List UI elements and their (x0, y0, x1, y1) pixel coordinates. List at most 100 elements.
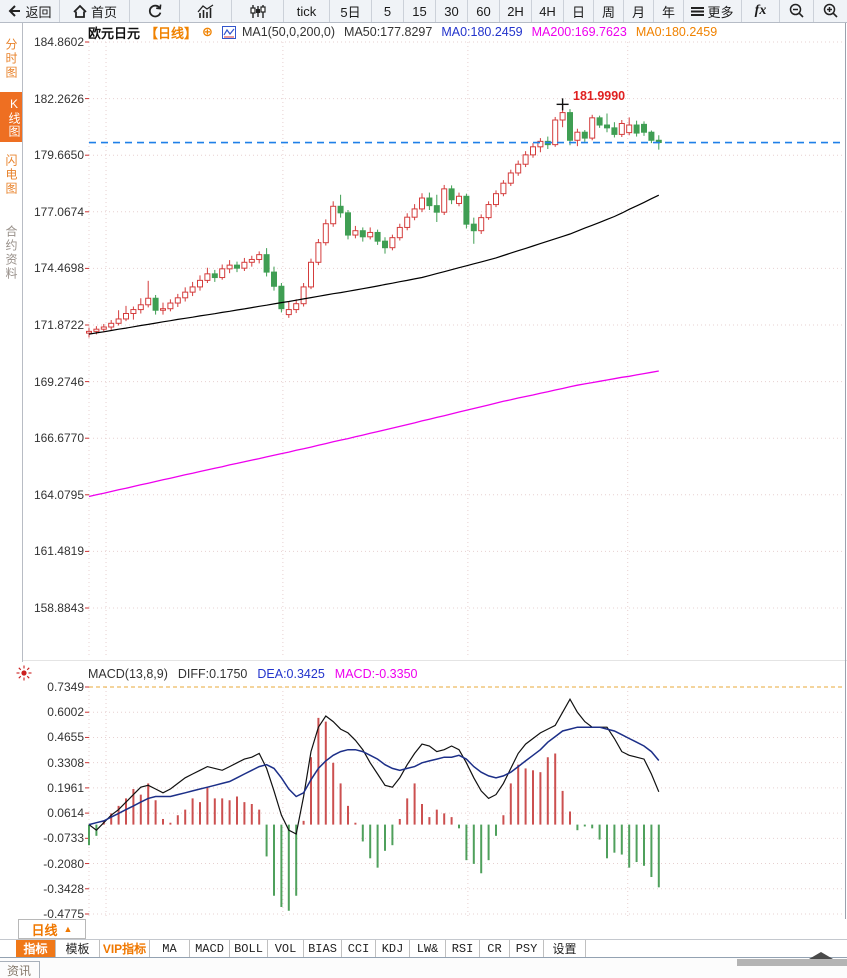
tab-lw[interactable]: LW& (410, 940, 446, 957)
tab-indicator[interactable]: 指标 (16, 940, 56, 957)
refresh-button[interactable] (130, 0, 180, 22)
period-selector[interactable]: 日线 ▲ (18, 919, 86, 939)
x-axis-row: 日线 ▲ (0, 919, 847, 939)
tab-bias[interactable]: BIAS (304, 940, 342, 957)
macd-params: MACD(13,8,9) (88, 667, 168, 681)
candle-chart-icon (249, 4, 267, 19)
tab-ma[interactable]: MA (150, 940, 190, 957)
ma200-line (88, 370, 659, 498)
macd-axis-label: 0.6002 (47, 705, 84, 720)
price-axis-label: 161.4819 (33, 544, 84, 559)
zoom-out-icon (789, 3, 805, 19)
tab-rsi[interactable]: RSI (446, 940, 480, 957)
price-axis-label: 164.0795 (33, 487, 84, 502)
high-price-label: 181.9990 (573, 89, 626, 103)
ma-settings-text: MA1(50,0,200,0) (241, 25, 336, 39)
add-indicator-icon[interactable]: ⊕ (202, 24, 213, 39)
chart-type-sidebar: 分时图 K线图 闪电图 合约资料 (0, 22, 23, 662)
macd-diff-line (88, 697, 660, 835)
more-button[interactable]: 更多 (684, 0, 742, 22)
price-axis-label: 171.8722 (33, 318, 84, 332)
tab-boll[interactable]: BOLL (230, 940, 268, 957)
trend-chart-icon (197, 3, 214, 19)
macd-histogram (88, 717, 660, 911)
price-axis-label: 169.2746 (33, 374, 84, 389)
zoom-in-icon (823, 3, 839, 19)
tab-settings[interactable]: 设置 (544, 940, 586, 957)
symbol-name: 欧元日元 (88, 25, 141, 41)
price-axis-label: 179.6650 (33, 148, 84, 163)
trend-chart-button[interactable] (180, 0, 232, 22)
macd-axis-label: 0.0614 (47, 806, 84, 821)
tab-vol[interactable]: VOL (268, 940, 304, 957)
refresh-icon (147, 3, 163, 19)
ma200-value: MA200:169.7623 (531, 25, 627, 39)
chart-header: 欧元日元 【日线】 ⊕ MA1(50,0,200,0) MA50:177.829… (88, 24, 718, 41)
tab-kdj[interactable]: KDJ (376, 940, 410, 957)
interval-week-button[interactable]: 周 (594, 0, 624, 22)
indicator-tabbar: 指标 模板 VIP指标 MA MACD BOLL VOL BIAS CCI KD… (0, 939, 847, 958)
interval-year-button[interactable]: 年 (654, 0, 684, 22)
candles-group (86, 104, 662, 338)
right-border (845, 22, 846, 958)
tab-template[interactable]: 模板 (56, 940, 100, 957)
tab-psy[interactable]: PSY (510, 940, 544, 957)
function-button[interactable]: fx (742, 0, 780, 22)
news-tab[interactable]: 资讯 (0, 961, 40, 978)
sidebar-item-lightning-chart[interactable]: 闪电图 (4, 154, 18, 196)
interval-tick-button[interactable]: tick (284, 0, 330, 22)
line-chart-mini-icon[interactable] (221, 25, 236, 39)
hamburger-icon (691, 6, 705, 17)
home-button[interactable]: 首页 (60, 0, 130, 22)
sidebar-item-contract-info[interactable]: 合约资料 (4, 225, 18, 281)
ma50-value: MA50:177.8297 (344, 25, 433, 39)
macd-axis-label: -0.2080 (43, 856, 84, 871)
top-toolbar: 返回 首页 tick 5日 5 15 30 60 2H 4H 日 周 月 年 更… (0, 0, 847, 23)
fx-icon: fx (754, 3, 767, 18)
price-axis-label: 174.4698 (33, 261, 84, 276)
caret-up-icon: ▲ (63, 924, 73, 934)
tab-vip-indicator[interactable]: VIP指标 (100, 940, 150, 957)
tab-macd[interactable]: MACD (190, 940, 230, 957)
collapse-scroll-handle[interactable] (737, 952, 847, 966)
tab-cci[interactable]: CCI (342, 940, 376, 957)
zoom-out-button[interactable] (780, 0, 814, 22)
candle-chart-button[interactable] (232, 0, 284, 22)
interval-day-button[interactable]: 日 (564, 0, 594, 22)
price-axis-label: 177.0674 (33, 204, 84, 219)
macd-axis-label: -0.4775 (43, 907, 84, 921)
interval-15min-button[interactable]: 15 (404, 0, 436, 22)
macd-macd-value: MACD:-0.3350 (334, 667, 418, 681)
interval-5min-button[interactable]: 5 (372, 0, 404, 22)
price-axis-label: 158.8843 (33, 601, 84, 615)
interval-30min-button[interactable]: 30 (436, 0, 468, 22)
tab-cr[interactable]: CR (480, 940, 510, 957)
sidebar-item-time-chart[interactable]: 分时图 (4, 38, 18, 80)
interval-5day-button[interactable]: 5日 (330, 0, 372, 22)
back-button[interactable]: 返回 (0, 0, 60, 22)
macd-dea-line (88, 726, 660, 826)
ma0-orange-value: MA0:180.2459 (635, 25, 718, 39)
sidebar-item-kline-chart[interactable]: K线图 (0, 92, 22, 142)
ma0-blue-value: MA0:180.2459 (441, 25, 523, 39)
interval-60min-button[interactable]: 60 (468, 0, 500, 22)
indicator-settings-sun-icon[interactable] (16, 665, 32, 686)
interval-month-button[interactable]: 月 (624, 0, 654, 22)
back-arrow-icon (7, 4, 22, 18)
home-icon (72, 4, 88, 19)
interval-2h-button[interactable]: 2H (500, 0, 532, 22)
collapse-arrow-icon (809, 952, 833, 959)
bottom-panel: 资讯 (0, 958, 847, 978)
zoom-in-button[interactable] (814, 0, 847, 22)
macd-axis-label: -0.3428 (43, 881, 84, 896)
panel-separator (0, 660, 847, 661)
macd-axis-label: -0.0733 (43, 831, 84, 846)
home-label: 首页 (90, 4, 117, 20)
price-axis-label: 166.6770 (33, 431, 84, 446)
macd-axis-label: 0.1961 (47, 780, 84, 795)
period-badge: 【日线】 (145, 25, 198, 41)
macd-diff-value: DIFF:0.1750 (177, 667, 248, 681)
interval-4h-button[interactable]: 4H (532, 0, 564, 22)
